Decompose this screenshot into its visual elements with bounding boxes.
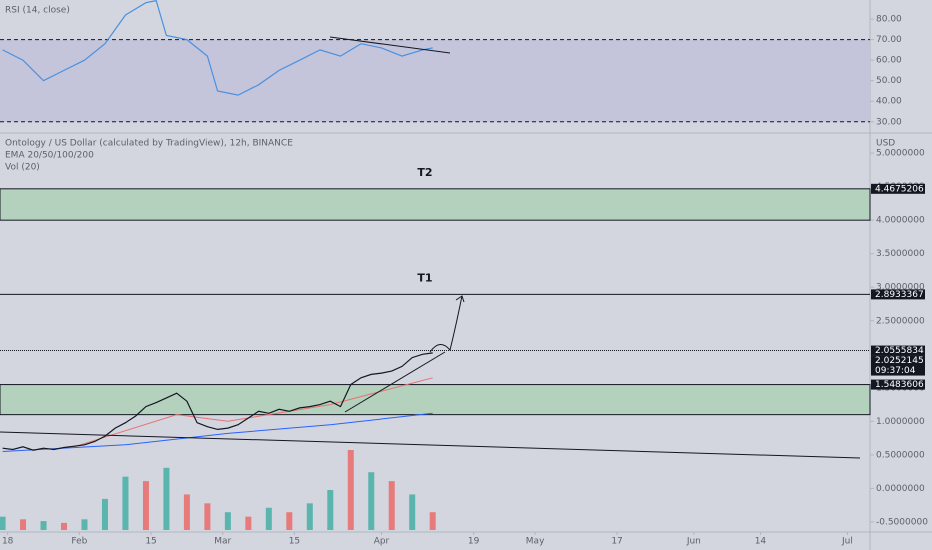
volume-bar [40,521,47,530]
price-label: 2.8933367 [875,290,924,300]
price-label: 1.5483606 [875,380,924,390]
price-label-box [871,289,925,300]
ema-legend: EMA 20/50/100/200 [5,151,94,161]
x-tick-label: 15 [289,537,300,547]
price-label-box [871,355,925,376]
volume-bar [306,503,313,530]
y-tick-label: 80.00 [876,15,902,25]
volume-bar [224,512,231,530]
volume-bar [122,476,129,530]
support-trendline [344,351,446,413]
y-tick-label: 5.0000000 [876,149,925,159]
volume-bar [245,516,252,530]
volume-bar [61,522,68,530]
volume-bar [409,494,416,530]
y-tick-label: 4.0000000 [876,216,925,226]
volume-bar [163,467,170,530]
y-tick-label: 3.5000000 [876,249,925,259]
volume-bar [368,472,375,530]
x-tick-label: 17 [611,537,622,547]
price-label: 2.0555834 [875,346,924,356]
price-line [2,352,433,451]
rsi-line [2,0,433,96]
y-tick-label: 3.0000000 [876,283,925,293]
y-tick-label: -0.5000000 [876,517,928,527]
y-tick-label: 70.00 [876,35,902,45]
target-label: T1 [417,271,432,284]
y-tick-label: 30.00 [876,117,902,127]
rsi-band [0,39,870,122]
volume-bar [0,516,6,530]
x-tick-label: 14 [755,537,767,547]
price-trendline [0,431,861,459]
volume-bar [286,512,293,530]
x-tick-label: Feb [71,537,87,547]
volume-bar [204,503,211,530]
y-tick-label: 0.0000000 [876,484,925,494]
x-tick-label: 18 [2,537,14,547]
background-layer [0,18,874,535]
labels-layer: 80.00 70.00 60.00 50.00 40.00 30.00 5.0000000 4… [2,15,928,547]
volume-bar [81,519,88,530]
x-tick-label: 19 [468,537,480,547]
x-tick-label: 15 [145,537,156,547]
target-label: T2 [417,166,432,179]
y-tick-label: 1.0000000 [876,417,925,427]
y-tick-label: 40.00 [876,97,902,107]
price-label: 2.0252145 [875,356,924,366]
support-zone [0,384,871,416]
volume-bar [388,481,395,530]
price-title: Ontology / US Dollar (calculated by Trad… [5,139,293,149]
target-zone [0,188,871,221]
y-tick-label: 2.5000000 [876,316,925,326]
price-label-box [871,345,925,356]
x-tick-label: Mar [214,537,231,547]
x-tick-label: May [526,537,545,547]
rsi-trendline [329,36,451,54]
price-label-box [871,379,925,390]
currency-label: USD [876,139,895,149]
x-tick-label: Jul [841,537,853,547]
volume-bar [101,498,108,530]
volume-bar [327,490,334,530]
volume-bar [429,512,436,530]
ema-line [74,377,433,448]
projection-arrow [429,295,465,353]
x-tick-label: Jun [686,537,701,547]
y-tick-label: 50.00 [876,76,902,86]
marks-layer [0,0,436,530]
y-tick-label: 60.00 [876,56,902,66]
volume-legend: Vol (20) [5,163,40,173]
price-label: 4.4675206 [875,184,924,194]
x-tick-label: Apr [374,537,390,547]
volume-bar [20,519,27,530]
volume-bar [142,481,149,530]
countdown-label: 09:37:04 [875,366,916,376]
ema-line [2,412,433,452]
y-tick-label: 0.5000000 [876,450,925,460]
rsi-title: RSI (14, close) [5,6,70,16]
volume-bar [347,450,354,530]
price-label-box [871,183,925,194]
volume-bar [265,507,272,530]
volume-bar [183,494,190,530]
